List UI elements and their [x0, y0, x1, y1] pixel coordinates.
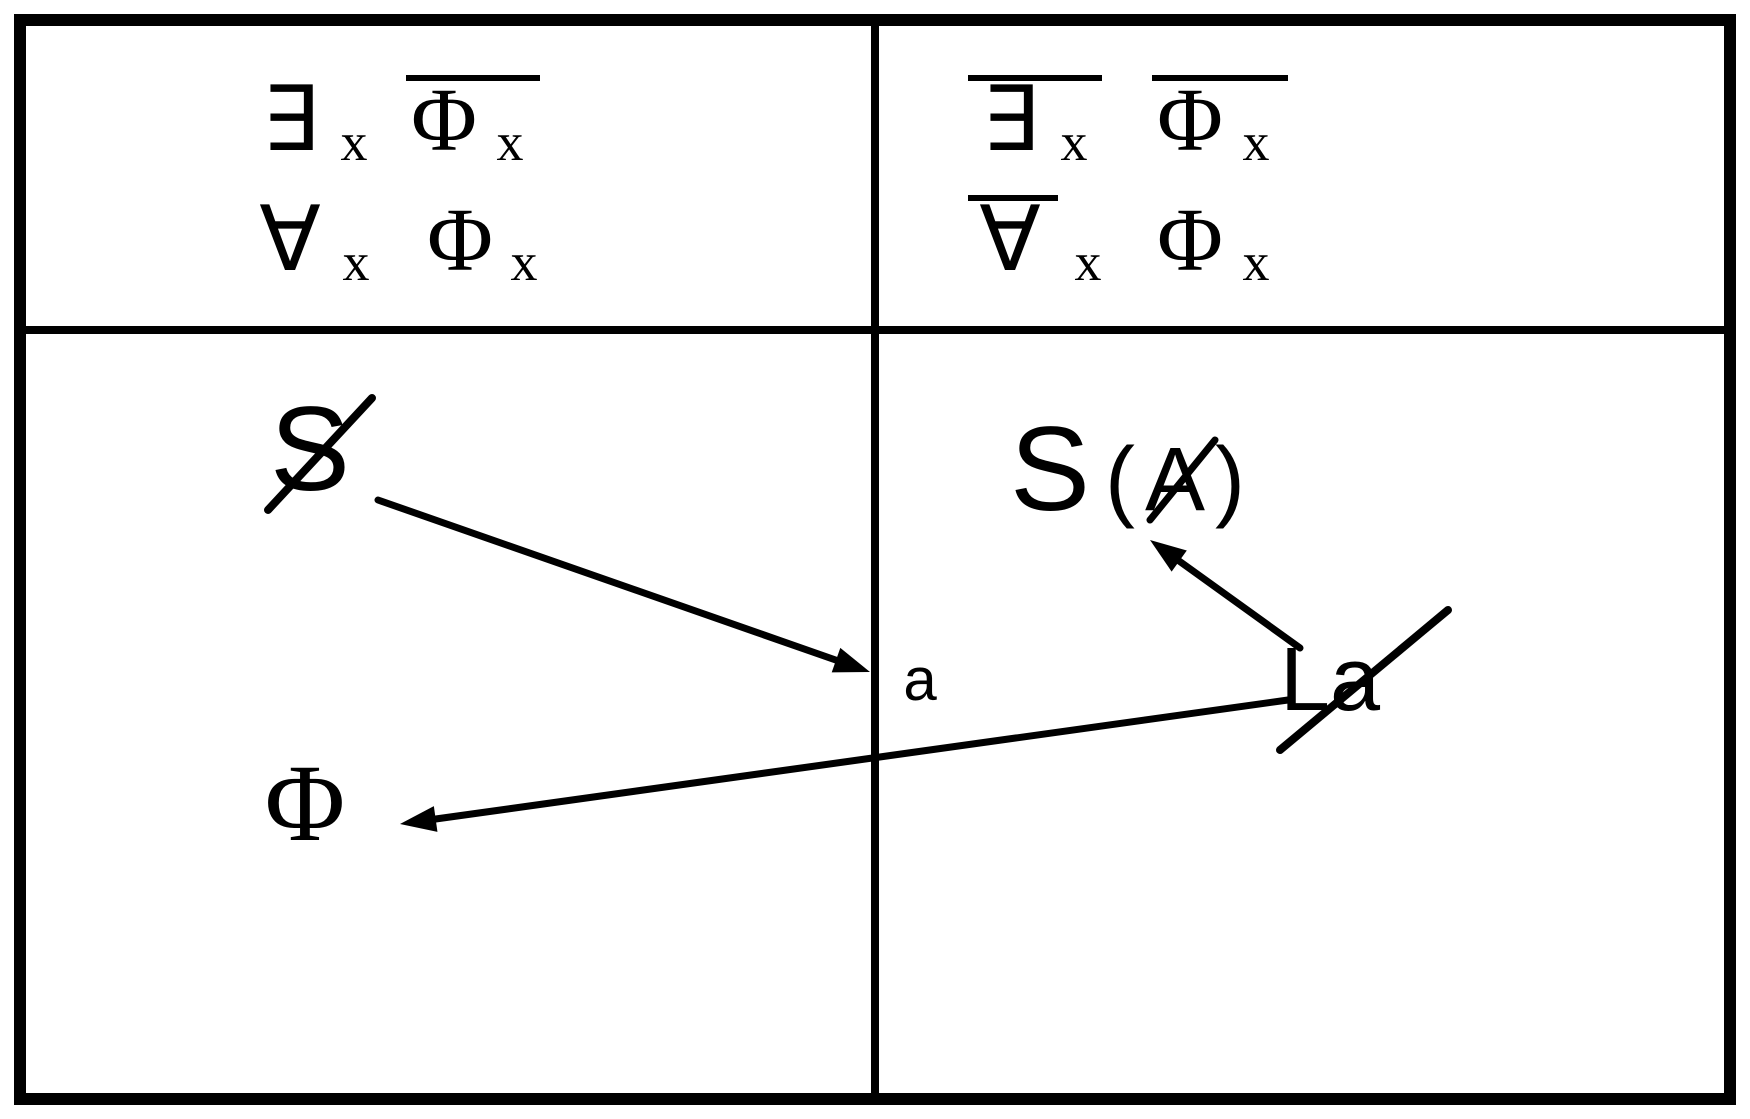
top_left-line1-glyph: ∃: [262, 71, 319, 170]
top_right-line2-glyph: x: [1243, 232, 1270, 292]
arrow-La-to-Phi: [436, 700, 1288, 819]
top_right-line2-glyph: Φ: [1157, 191, 1223, 290]
arrowhead-La-to-SA: [1150, 540, 1187, 572]
arrowhead-S-to-a: [832, 648, 870, 673]
top_right-line2-glyph: ∀: [979, 191, 1041, 290]
top_left-line2-glyph: x: [343, 232, 370, 292]
top_right-line1-glyph: x: [1243, 112, 1270, 172]
arrowhead-La-to-Phi: [400, 806, 437, 832]
top_right-line1-glyph: ∃: [982, 71, 1039, 170]
node-Phi: Φ: [265, 742, 345, 864]
top_left-line2-glyph: Φ: [427, 191, 493, 290]
top_left-line1-glyph: x: [341, 112, 368, 172]
arrow-La-to-SA: [1179, 561, 1300, 648]
node-objet-a: a: [903, 646, 937, 713]
top_right-line1-glyph: x: [1061, 112, 1088, 172]
top_left-line1-glyph: x: [497, 112, 524, 172]
node-S-of-A-paren-close: ): [1215, 430, 1245, 530]
top_right-line1-glyph: Φ: [1157, 71, 1223, 170]
top_right-line2-glyph: x: [1075, 232, 1102, 292]
node-S-of-A-paren-open: (: [1105, 430, 1135, 530]
sexuation-diagram: ∃xΦx∀xΦx∃xΦx∀xΦxSΦaS(A)La: [0, 0, 1750, 1119]
top_left-line1-glyph: Φ: [411, 71, 477, 170]
arrow-S-to-a: [378, 500, 836, 660]
top_left-line2-glyph: x: [511, 232, 538, 292]
node-S-of-A-S: S: [1010, 402, 1090, 536]
top_left-line2-glyph: ∀: [259, 191, 321, 290]
